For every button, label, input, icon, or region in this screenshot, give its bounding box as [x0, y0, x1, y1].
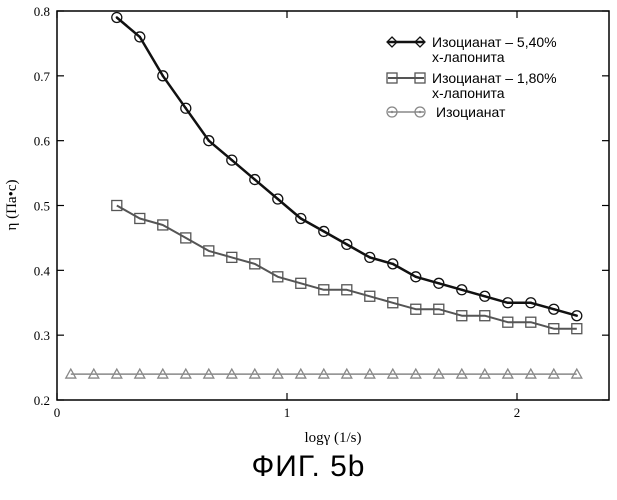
- y-tick-label: 0.5: [34, 199, 50, 214]
- data-point-dot: [277, 198, 279, 200]
- legend-label: x-лапонита: [432, 49, 505, 65]
- data-point-dot: [461, 289, 463, 291]
- legend-entry: Изоцианат: [387, 104, 506, 120]
- legend-label: Изоцианат: [436, 104, 506, 120]
- viscosity-chart: 0 1 2 0.2 0.3 0.4 0.5 0.6 0.7 0.8 Изоцианат – 5,4…: [0, 0, 617, 450]
- legend: Изоцианат – 5,40%x-лапонитаИзоцианат – 1…: [387, 34, 557, 120]
- x-tick-label: 2: [514, 405, 521, 420]
- figure-caption: ФИГ. 5b: [0, 450, 617, 484]
- data-point-dot: [185, 107, 187, 109]
- data-point-dot: [392, 263, 394, 265]
- y-tick-label: 0.7: [34, 69, 51, 84]
- series-layer: [66, 12, 582, 378]
- series-group: [112, 201, 582, 334]
- data-point-dot: [369, 256, 371, 258]
- data-point-dot: [116, 16, 118, 18]
- x-tick-label: 0: [54, 405, 61, 420]
- legend-label: Изоцианат – 1,80%: [432, 70, 557, 86]
- data-point-dot: [323, 230, 325, 232]
- data-point-dot: [530, 302, 532, 304]
- series-group: [112, 12, 582, 320]
- data-point-dot: [438, 282, 440, 284]
- series-group: [66, 369, 582, 378]
- legend-marker-dot: [419, 111, 421, 113]
- data-point-dot: [576, 315, 578, 317]
- series-line: [117, 18, 577, 316]
- data-point-dot: [553, 308, 555, 310]
- data-point-dot: [346, 243, 348, 245]
- legend-label: x-лапонита: [432, 85, 505, 101]
- legend-entry: Изоцианат – 5,40%x-лапонита: [387, 34, 557, 65]
- y-tick-label: 0.6: [34, 134, 51, 149]
- data-point-dot: [162, 75, 164, 77]
- data-point-dot: [300, 217, 302, 219]
- legend-marker-dot: [391, 111, 393, 113]
- axis-ticks: 0 1 2 0.2 0.3 0.4 0.5 0.6 0.7 0.8: [34, 4, 609, 420]
- y-tick-label: 0.2: [34, 393, 50, 408]
- data-point-dot: [484, 295, 486, 297]
- y-tick-label: 0.4: [34, 263, 51, 278]
- data-point-dot: [139, 36, 141, 38]
- data-point-dot: [254, 178, 256, 180]
- data-point-dot: [507, 302, 509, 304]
- y-tick-label: 0.3: [34, 328, 50, 343]
- x-axis-label: logγ (1/s): [304, 430, 361, 446]
- data-point-dot: [208, 139, 210, 141]
- y-tick-label: 0.8: [34, 4, 50, 19]
- series-line: [117, 206, 577, 329]
- legend-entry: Изоцианат – 1,80%x-лапонита: [387, 70, 557, 101]
- data-point-dot: [415, 276, 417, 278]
- data-point-dot: [231, 159, 233, 161]
- y-axis-label: η (Па•с): [4, 180, 20, 231]
- x-tick-label: 1: [284, 405, 291, 420]
- legend-label: Изоцианат – 5,40%: [432, 34, 557, 50]
